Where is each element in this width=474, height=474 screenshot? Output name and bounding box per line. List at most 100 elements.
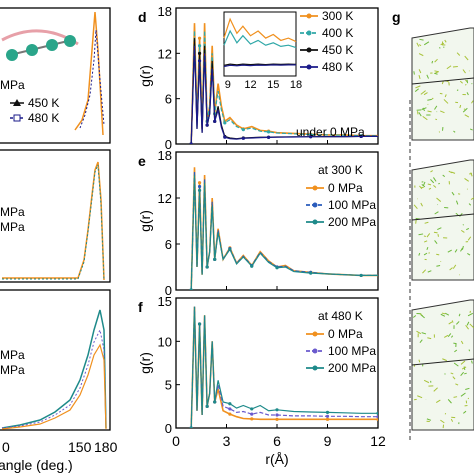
left-mid-label-2: MPa [0,220,25,234]
molecule-strand [433,177,437,182]
legend-label: 100 MPa [328,344,376,358]
data-point [325,414,330,418]
molecule-strand [418,44,422,47]
molecule-strand [423,379,430,384]
legend-marker [306,30,312,36]
molecule-strand [423,235,426,237]
molecule-strand [416,42,420,47]
molecule-strand [466,79,469,84]
molecule-strand [456,321,460,325]
inset-series-480-K [223,64,296,68]
data-point [228,247,232,251]
molecule-strand [458,313,461,317]
molecule-strand [447,399,452,404]
molecule-strand [434,70,439,73]
middle-column: d 0 6 12 18 g(r) under 0 MPa 300 K 400 K 450 K 480… [137,4,386,467]
y-axis-label: g(r) [137,210,153,232]
legend-480K: 480 K [28,111,59,125]
molecule-strand [416,330,422,335]
legend-marker [312,219,318,225]
molecule-strand [421,107,427,110]
data-point [376,411,378,415]
inset-xtick: 18 [290,79,302,91]
data-point [189,142,193,144]
ytick-label: 0 [165,283,172,298]
legend-label: 300 K [322,9,353,23]
molecule-strand [470,172,473,177]
molecule-strand [418,233,424,236]
legend-label: 200 MPa [328,361,376,375]
data-point [359,273,363,278]
molecule-strand [447,249,452,253]
molecule-strand [423,252,428,256]
left-xlabel: angle (deg.) [0,457,73,473]
panel-g: g [392,9,474,440]
series-group [189,306,378,428]
molecule-strand [460,360,466,365]
molecule-strand [439,110,445,114]
molecule-strand [460,247,463,252]
data-point [275,266,279,270]
data-point [228,412,232,416]
legend-marker [312,331,318,337]
molecule-strand [452,376,456,380]
data-point [275,408,279,412]
molecule-strand [440,313,446,317]
molecule-strand [444,312,450,316]
molecule-strand [453,396,458,398]
xtick-label: 12 [370,433,386,449]
molecule-strand [436,253,440,256]
ytick-label: 18 [158,148,172,163]
xtick-label: 6 [273,433,281,449]
legend-marker [312,185,318,191]
molecule-strand [464,114,470,118]
legend-label: 200 MPa [328,215,376,229]
molecule-strand [423,41,430,46]
molecule-strand [469,323,474,329]
inset-series-300-K [223,17,297,43]
molecule-strand [419,339,423,344]
data-point [266,135,271,139]
left-top-curve [74,11,104,136]
data-point [241,128,245,132]
molecule-strand [412,315,417,318]
molecule-strand [434,105,438,110]
y-axis-label: g(r) [137,352,153,374]
molecule-strand [443,46,445,48]
data-point [213,119,217,123]
molecule-strand [435,399,441,403]
data-point [189,426,193,428]
ytick-label: 12 [158,191,172,206]
xtick-label: 0 [172,433,180,449]
molecule-strand [413,204,418,210]
panel-label-d: d [138,9,147,25]
molecule-strand [449,267,453,271]
ytick-label: 15 [158,294,172,309]
molecule-strand [454,349,458,353]
annotation: at 480 K [318,309,363,323]
data-point [250,264,254,268]
left-xtick-0: 0 [2,439,10,455]
molecule-strand [417,111,419,115]
series-group [189,23,378,144]
snapshot-box [411,159,474,281]
left-bottom-frame [0,289,111,431]
snapshot-box [411,27,474,141]
molecule-strand [413,71,415,75]
ytick-label: 0 [165,421,172,436]
data-point [197,51,202,55]
data-point [359,134,363,139]
molecule-strand [427,183,432,186]
molecule-strand [431,97,434,100]
molecule-strand [415,85,421,89]
molecule-strand [460,371,465,376]
data-point [250,412,254,416]
data-point [325,410,330,414]
data-point [250,417,254,421]
molecule-strand [464,178,469,182]
inset-frame [223,11,297,77]
atom [46,39,58,51]
molecule-strand [456,89,459,92]
molecule-strand [419,185,423,190]
molecule-strand [469,128,473,131]
